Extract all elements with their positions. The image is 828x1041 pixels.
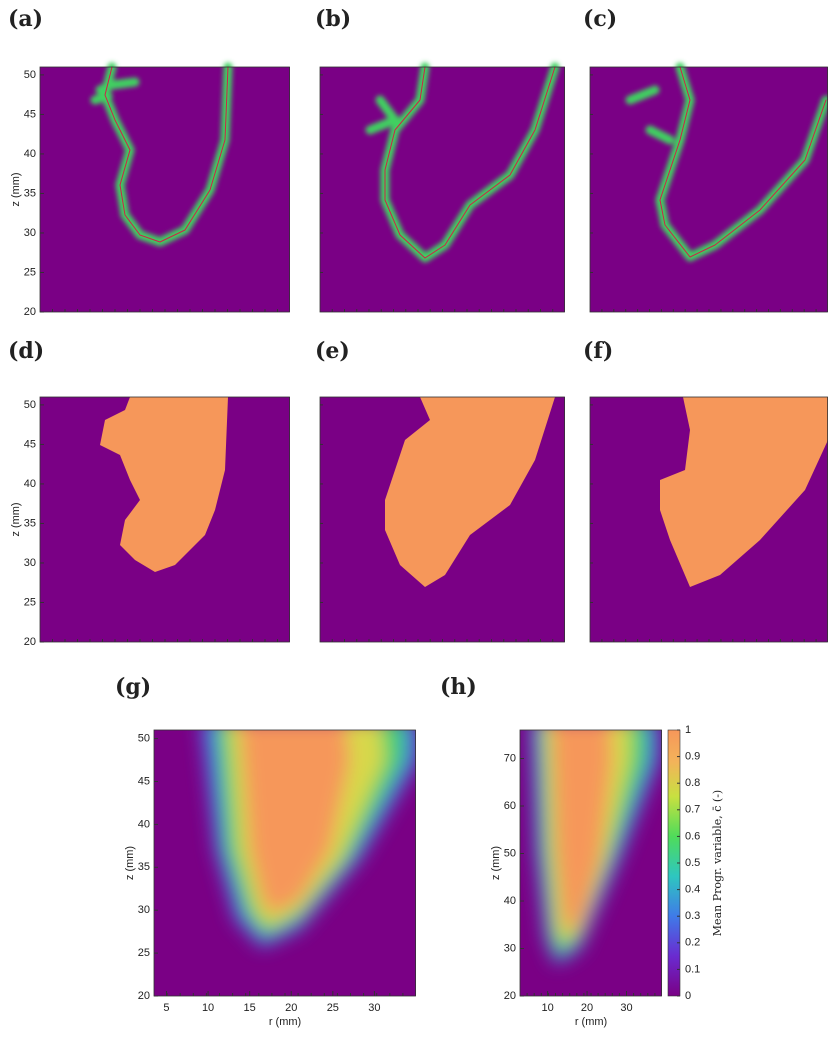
colorbar-tick-label: 0.9 [685, 751, 700, 763]
y-tick-label: 40 [24, 478, 36, 490]
x-tick-label: 25 [327, 1002, 339, 1014]
x-tick-label: 15 [244, 1002, 256, 1014]
mean-field-g [154, 730, 416, 996]
panel-label: (d) [8, 338, 44, 364]
y-tick-label: 25 [138, 947, 150, 959]
colorbar-label: Mean Progr. variable, c̄ (-) [711, 790, 724, 936]
x-tick-label: 30 [620, 1002, 632, 1014]
y-tick-label: 30 [24, 227, 36, 239]
y-axis-label: z (mm) [490, 846, 502, 880]
panel-label: (a) [8, 6, 43, 32]
y-tick-label: 35 [24, 517, 36, 529]
y-tick-label: 35 [138, 861, 150, 873]
y-tick-label: 45 [138, 775, 150, 787]
x-tick-label: 10 [202, 1002, 214, 1014]
y-tick-label: 35 [24, 187, 36, 199]
y-tick-label: 20 [504, 990, 516, 1002]
y-tick-label: 25 [24, 596, 36, 608]
y-tick-label: 20 [24, 636, 36, 648]
y-tick-label: 50 [24, 69, 36, 81]
panel-label: (e) [315, 338, 350, 364]
mean-field-h [520, 730, 662, 996]
colorbar-tick-label: 1 [685, 724, 691, 736]
x-axis-label: r (mm) [575, 1016, 607, 1028]
panel-label: (c) [583, 6, 617, 32]
y-tick-label: 70 [504, 752, 516, 764]
y-tick-label: 40 [138, 818, 150, 830]
y-tick-label: 30 [24, 557, 36, 569]
x-tick-label: 5 [163, 1002, 169, 1014]
panel-label: (f) [583, 338, 613, 364]
colorbar-tick-label: 0 [685, 990, 691, 1002]
y-tick-label: 30 [504, 942, 516, 954]
colorbar-tick-label: 0.1 [685, 963, 700, 975]
x-axis-label: r (mm) [269, 1016, 301, 1028]
x-tick-label: 20 [581, 1002, 593, 1014]
y-axis-label: z (mm) [10, 502, 22, 536]
binarized-images [40, 397, 828, 642]
flame-front-images [40, 62, 828, 312]
y-axis-label: z (mm) [10, 172, 22, 206]
y-tick-label: 30 [138, 904, 150, 916]
y-tick-label: 45 [24, 108, 36, 120]
panel-label: (b) [315, 6, 351, 32]
y-tick-label: 20 [138, 990, 150, 1002]
colorbar-tick-label: 0.3 [685, 910, 700, 922]
y-axis-label: z (mm) [124, 846, 136, 880]
x-tick-label: 20 [285, 1002, 297, 1014]
y-tick-label: 25 [24, 266, 36, 278]
y-tick-label: 50 [138, 732, 150, 744]
colorbar-tick-label: 0.2 [685, 937, 700, 949]
x-tick-label: 30 [368, 1002, 380, 1014]
y-tick-label: 40 [504, 895, 516, 907]
y-tick-label: 50 [24, 399, 36, 411]
colorbar-tick-label: 0.8 [685, 777, 700, 789]
y-tick-label: 20 [24, 306, 36, 318]
y-tick-label: 45 [24, 438, 36, 450]
y-tick-label: 40 [24, 148, 36, 160]
panel-label: (g) [115, 674, 151, 700]
colorbar-tick-label: 0.6 [685, 830, 700, 842]
colorbar-tick-label: 0.5 [685, 857, 700, 869]
y-tick-label: 60 [504, 800, 516, 812]
x-tick-label: 10 [541, 1002, 553, 1014]
colorbar-tick-label: 0.4 [685, 884, 700, 896]
y-tick-label: 50 [504, 847, 516, 859]
colorbar-tick-label: 0.7 [685, 804, 700, 816]
panel-label: (h) [440, 674, 477, 700]
